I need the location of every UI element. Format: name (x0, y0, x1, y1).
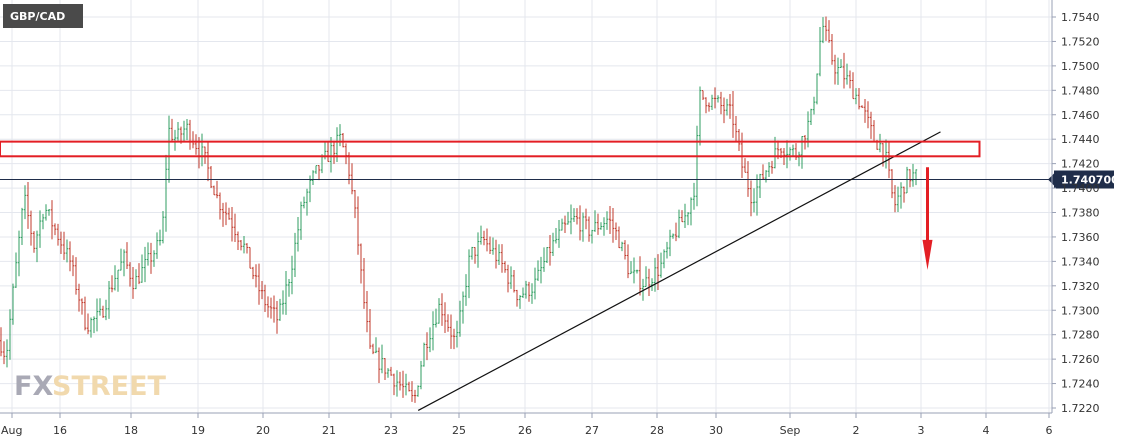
current-price-badge (1054, 170, 1114, 189)
x-tick-label: 3 (918, 424, 925, 437)
x-tick-label: Aug (1, 424, 22, 437)
y-tick-label: 1.7260 (1061, 353, 1100, 366)
y-tick-label: 1.7300 (1061, 304, 1100, 317)
trend-line (417, 131, 941, 411)
axes: 1.7220 1.7240 1.7260 1.7280 1.7300 1.7320 1.73… (0, 0, 1100, 437)
x-tick-label: 6 (1046, 424, 1053, 437)
x-tick-label: 26 (518, 424, 532, 437)
x-tick-label: 2 (853, 424, 860, 437)
y-tick-label: 1.7460 (1061, 109, 1100, 122)
y-tick-label: 1.7220 (1061, 402, 1100, 415)
x-tick-label: 4 (983, 424, 990, 437)
x-tick-label: Sep (780, 424, 801, 437)
x-tick-label: 21 (322, 424, 336, 437)
y-tick-label: 1.7520 (1061, 35, 1100, 48)
symbol-label: GBP/CAD (10, 10, 65, 23)
symbol-badge: GBP/CAD (3, 4, 83, 28)
x-tick-label: 27 (585, 424, 599, 437)
y-tick-label: 1.7240 (1061, 378, 1100, 391)
x-tick-label: 23 (384, 424, 398, 437)
x-tick-label: 19 (191, 424, 205, 437)
x-tick-label: 20 (256, 424, 270, 437)
projection-arrow-head (922, 239, 933, 270)
y-tick-label: 1.7340 (1061, 255, 1100, 268)
grid (0, 0, 1052, 413)
y-tick-label: 1.7280 (1061, 329, 1100, 342)
y-tick-label: 1.7480 (1061, 84, 1100, 97)
resistance-zone (0, 140, 981, 158)
y-tick-label: 1.7360 (1061, 231, 1100, 244)
watermark-fx: FX (14, 371, 53, 402)
y-tick-label: 1.7380 (1061, 207, 1100, 220)
symbol-badge-bg (3, 4, 83, 28)
x-tick-label: 28 (650, 424, 664, 437)
y-tick-label: 1.7320 (1061, 280, 1100, 293)
y-tick-label: 1.7440 (1061, 133, 1100, 146)
candles (0, 16, 918, 403)
y-tick-label: 1.7420 (1061, 158, 1100, 171)
watermark-street: STREET (52, 371, 167, 402)
current-price-label: 1.740700 (1061, 174, 1119, 187)
y-tick-label: 1.7400 (1061, 182, 1100, 195)
watermark: FX STREET (14, 371, 167, 402)
y-tick-label: 1.7540 (1061, 11, 1100, 24)
x-tick-label: 18 (124, 424, 138, 437)
x-tick-label: 16 (53, 424, 67, 437)
x-tick-label: 30 (709, 424, 723, 437)
x-tick-label: 25 (452, 424, 466, 437)
annotations: 1.740700 (0, 131, 1119, 411)
y-tick-label: 1.7500 (1061, 60, 1100, 73)
